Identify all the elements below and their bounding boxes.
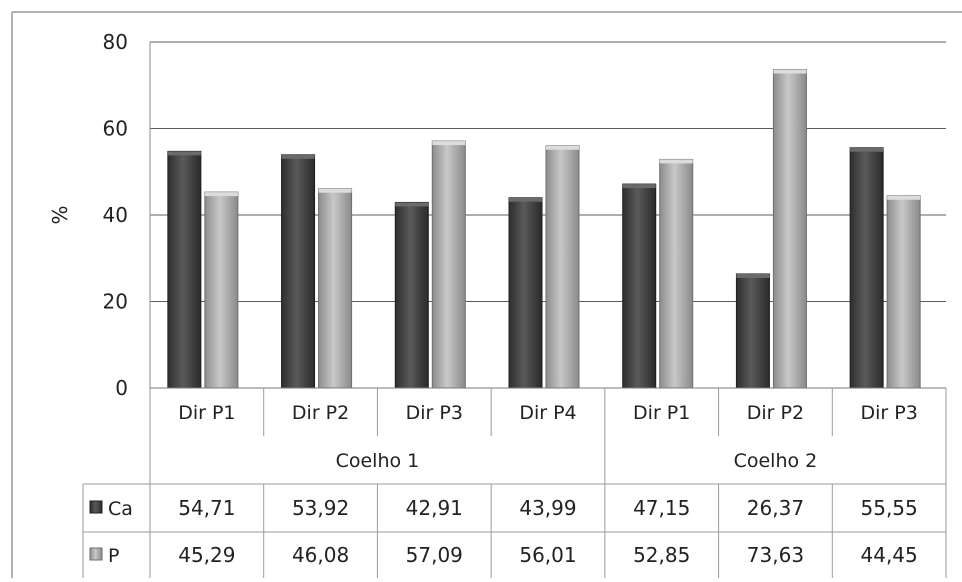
bar-p: [431, 140, 466, 389]
bar-cap-p: [204, 192, 238, 197]
data-label-ca: 47,15: [633, 496, 690, 520]
y-axis-label: %: [48, 205, 72, 224]
data-label-ca: 43,99: [519, 496, 576, 520]
bar-ca: [849, 147, 884, 389]
bar-cap-ca: [736, 273, 770, 278]
bar-ca: [167, 150, 202, 389]
bar-p: [886, 195, 921, 389]
y-tick-label: 0: [115, 376, 128, 400]
bar-cap-p: [546, 145, 579, 150]
y-tick-label: 20: [103, 290, 128, 314]
bar-ca: [394, 201, 429, 389]
bar-ca: [508, 197, 543, 389]
bar-cap-p: [773, 69, 807, 74]
data-label-ca: 54,71: [178, 496, 235, 520]
group-label: Coelho 1: [336, 450, 420, 472]
bar-cap-p: [659, 159, 693, 164]
category-label: Dir P3: [406, 402, 463, 424]
group-label: Coelho 2: [734, 450, 818, 472]
data-label-p: 57,09: [406, 543, 463, 567]
bar-p: [545, 145, 580, 389]
bar-p: [659, 158, 694, 389]
category-label: Dir P2: [292, 402, 349, 424]
bar-cap-p: [318, 188, 352, 193]
data-label-p: 52,85: [633, 543, 690, 567]
bar-cap-ca: [622, 184, 656, 189]
data-label-p: 56,01: [519, 543, 576, 567]
bar-p: [318, 188, 353, 389]
y-tick-label: 60: [103, 117, 128, 141]
data-label-ca: 42,91: [406, 496, 463, 520]
bar-p: [772, 69, 807, 389]
bar-ca: [622, 183, 657, 389]
data-label-ca: 26,37: [747, 496, 804, 520]
legend-label-ca: Ca: [108, 498, 133, 520]
bar-cap-ca: [509, 197, 542, 202]
legend-swatch-ca: [89, 500, 103, 514]
bar-cap-p: [432, 141, 466, 146]
category-label: Dir P3: [860, 402, 917, 424]
bar-p: [204, 191, 239, 389]
legend-swatch-p: [89, 547, 103, 561]
data-label-ca: 55,55: [861, 496, 918, 520]
category-label: Dir P2: [747, 402, 804, 424]
bar-ca: [281, 154, 316, 389]
y-tick-label: 40: [103, 203, 128, 227]
y-tick-label: 80: [103, 30, 128, 54]
bar-cap-ca: [850, 147, 884, 152]
data-label-p: 44,45: [861, 543, 918, 567]
category-label: Dir P4: [519, 402, 576, 424]
category-label: Dir P1: [178, 402, 235, 424]
data-label-p: 46,08: [292, 543, 349, 567]
bar-cap-ca: [395, 202, 429, 207]
bar-ca: [735, 273, 770, 389]
legend-label-p: P: [108, 545, 119, 567]
bar-cap-ca: [281, 154, 315, 159]
bar-cap-p: [887, 195, 921, 200]
data-label-ca: 53,92: [292, 496, 349, 520]
data-label-p: 73,63: [747, 543, 804, 567]
category-label: Dir P1: [633, 402, 690, 424]
data-label-p: 45,29: [178, 543, 235, 567]
bar-cap-ca: [167, 151, 201, 156]
